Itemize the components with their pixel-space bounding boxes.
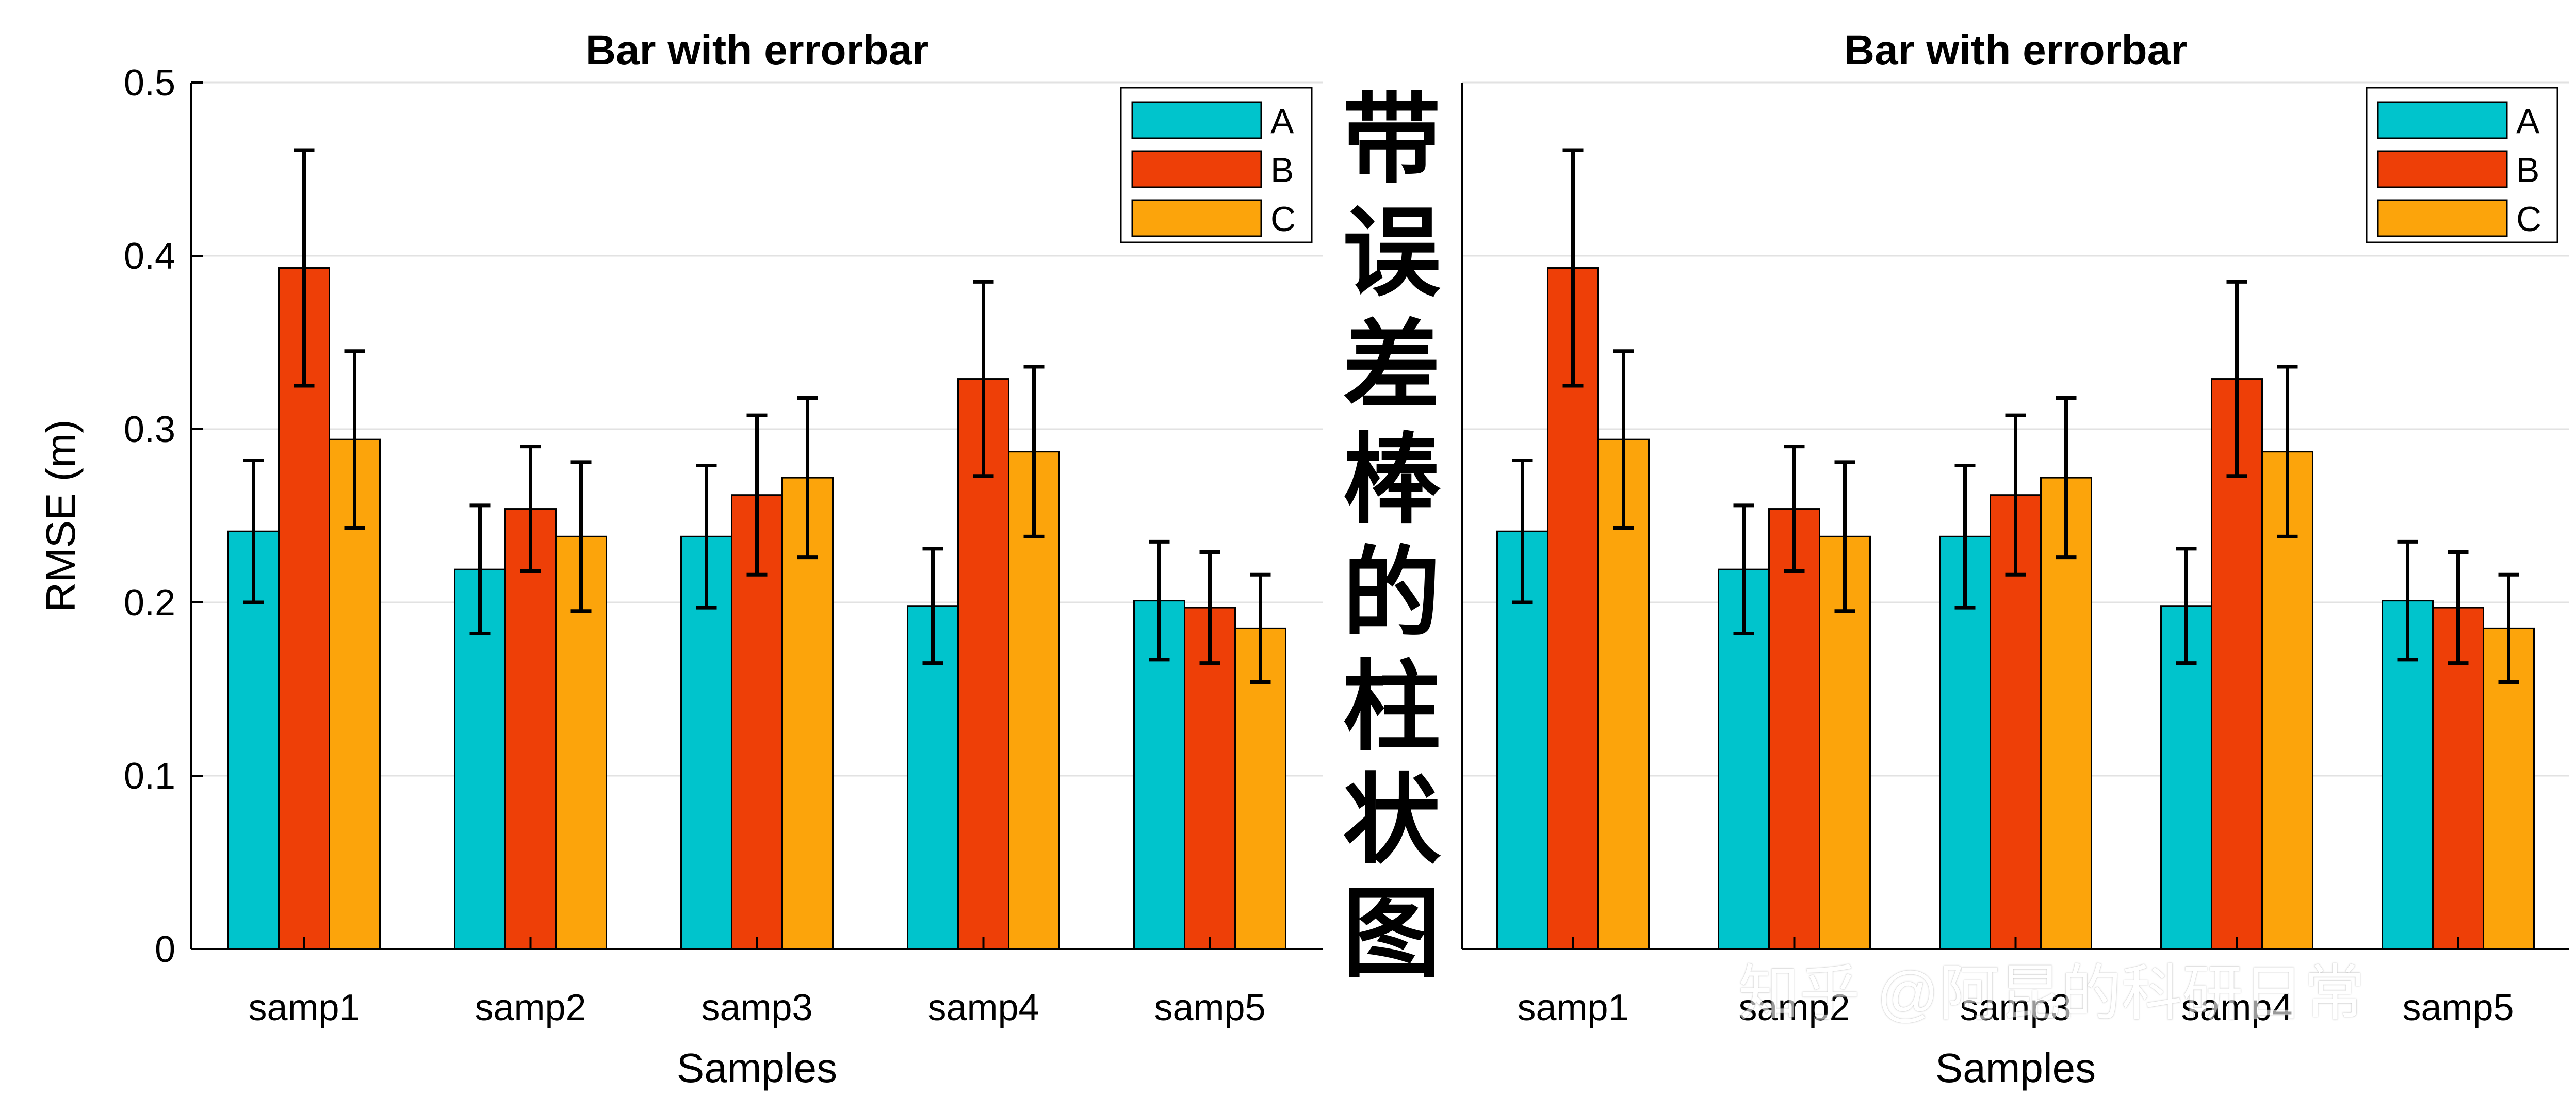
- calligraphy-char: 差: [1342, 308, 1441, 423]
- legend-swatch-A: [1131, 101, 1262, 139]
- y-tick-label: 0.2: [124, 582, 175, 624]
- legend-label: B: [2516, 151, 2539, 190]
- calligraphy-char: 棒: [1342, 422, 1441, 537]
- legend-label: A: [2516, 102, 2540, 141]
- legend-label: C: [1270, 200, 1296, 239]
- calligraphy-char: 带: [1342, 81, 1441, 197]
- x-tick-label: samp2: [475, 987, 586, 1028]
- y-axis-label: RMSE (m): [38, 419, 84, 612]
- calligraphy-char: 误: [1342, 195, 1441, 310]
- calligraphy-char: 的: [1342, 535, 1441, 650]
- x-tick-label: samp4: [2181, 987, 2292, 1028]
- x-tick-label: samp3: [1960, 987, 2071, 1028]
- y-tick-label: 0.5: [124, 62, 175, 104]
- x-tick-label: samp4: [927, 987, 1039, 1028]
- watermark: 知乎 @阿昆的科研日常: [1738, 960, 2365, 1028]
- x-tick-label: samp3: [701, 987, 812, 1028]
- x-tick-label: samp1: [248, 987, 360, 1028]
- legend-swatch-C: [1131, 199, 1262, 237]
- x-axis-label: Samples: [1935, 1045, 2096, 1091]
- legend-label: C: [2516, 200, 2541, 239]
- chart-left: 0 0.1 0.2 0.3 0.4 0.5 samp1 samp2 samp3 samp4 samp…: [38, 27, 1323, 1091]
- y-tick-label: 0: [155, 929, 175, 970]
- y-tick-label: 0.3: [124, 409, 175, 450]
- calligraphy-char: 图: [1342, 876, 1441, 991]
- legend-swatch-A: [2377, 101, 2508, 139]
- legend-swatch-B: [2377, 150, 2508, 188]
- chart-right: samp1 samp2 samp3 samp4 samp5 Bar with errorb…: [1461, 27, 2569, 1091]
- x-tick-label: samp5: [2402, 987, 2514, 1028]
- chart-title: Bar with errorbar: [1844, 27, 2187, 74]
- bar-C-samp1: [1597, 438, 1650, 950]
- legend-label: B: [1270, 151, 1294, 190]
- calligraphy-char: 状: [1342, 762, 1441, 877]
- legend-swatch-C: [2377, 199, 2508, 237]
- chart-title: Bar with errorbar: [585, 27, 928, 74]
- x-tick-label: samp1: [1517, 987, 1628, 1028]
- x-axis-label: Samples: [677, 1045, 837, 1091]
- calligraphy-char: 柱: [1342, 649, 1441, 764]
- x-tick-label: samp5: [1154, 987, 1265, 1028]
- legend-swatch-B: [1131, 150, 1262, 188]
- x-tick-label: samp2: [1738, 987, 1850, 1028]
- y-tick-label: 0.4: [124, 236, 175, 277]
- y-tick-label: 0.1: [124, 756, 175, 797]
- legend-label: A: [1270, 102, 1294, 141]
- bar-B-samp2: [1768, 508, 1820, 950]
- bar-B-samp2: [504, 508, 557, 950]
